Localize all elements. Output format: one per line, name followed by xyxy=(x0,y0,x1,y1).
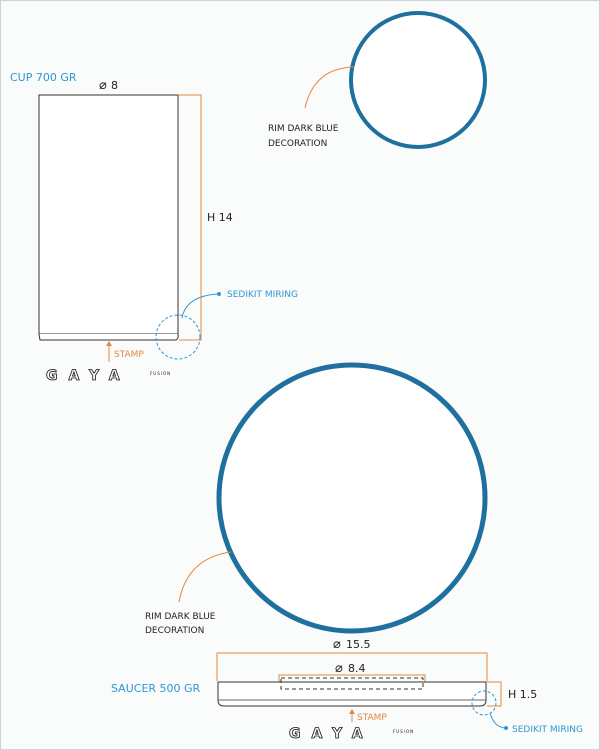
cup-rim-note-line2: DECORATION xyxy=(268,139,327,149)
saucer-inner-diameter-symbol: ⌀ xyxy=(335,661,343,676)
cup-title: CUP 700 GR xyxy=(10,71,77,84)
saucer-logo-text: GAYA xyxy=(289,726,374,742)
cup-diameter-label: 8 xyxy=(111,79,118,92)
cup-edge-leader-dot xyxy=(217,292,221,296)
saucer-inner-diameter-label: 8.4 xyxy=(348,662,366,675)
cup-top-view xyxy=(349,11,487,149)
saucer-stamp-arrow-head xyxy=(349,709,355,714)
cup-front-view xyxy=(38,94,179,335)
saucer-edge-leader xyxy=(489,712,506,729)
saucer-side-view-group: ⌀ 15.5 ⌀ 8.4 SAUCER 500 GR H 1.5 SEDIKIT… xyxy=(111,637,583,742)
saucer-logo-sub: FUSION xyxy=(393,729,414,734)
cup-edge-leader xyxy=(181,293,219,319)
cup-edge-detail-circle xyxy=(155,314,201,360)
cup-height-label: H 14 xyxy=(207,211,233,224)
cup-group: CUP 700 GR ⌀ 8 H 14 SEDIKIT MIRING STAMP… xyxy=(10,71,298,384)
saucer-height-label: H 1.5 xyxy=(508,688,537,701)
saucer-edge-detail-circle xyxy=(471,690,497,716)
saucer-outer-diameter-label: 15.5 xyxy=(346,638,371,651)
saucer-outer-diameter-dimension xyxy=(216,652,488,681)
cup-top-view-group: RIM DARK BLUE DECORATION xyxy=(268,11,487,149)
saucer-top-view-group: RIM DARK BLUE DECORATION xyxy=(145,362,488,636)
saucer-brand-logo: GAYA FUSION xyxy=(289,726,414,743)
saucer-side-view xyxy=(217,681,487,707)
cup-edge-note: SEDIKIT MIRING xyxy=(227,290,298,300)
cup-logo-sub: FUSION xyxy=(150,371,171,376)
cup-logo-text: GAYA xyxy=(46,368,131,384)
saucer-rim-note-line2: DECORATION xyxy=(145,626,204,636)
saucer-outer-diameter-symbol: ⌀ xyxy=(333,637,341,652)
saucer-rim-leader xyxy=(178,551,232,603)
cup-stamp-arrow-head xyxy=(106,341,112,346)
cup-foot xyxy=(38,333,179,341)
saucer-height-dimension xyxy=(487,681,502,707)
saucer-edge-leader-dot xyxy=(504,726,508,730)
cup-height-dimension xyxy=(178,94,202,341)
saucer-stamp-label: STAMP xyxy=(357,713,387,723)
saucer-rim-note-line1: RIM DARK BLUE xyxy=(145,612,216,622)
saucer-title: SAUCER 500 GR xyxy=(111,682,201,695)
saucer-top-view xyxy=(216,362,488,634)
saucer-edge-note: SEDIKIT MIRING xyxy=(512,725,583,735)
cup-brand-logo: GAYA FUSION xyxy=(46,368,171,385)
cup-rim-leader xyxy=(304,66,355,109)
cup-diameter-symbol: ⌀ xyxy=(99,78,107,93)
cup-rim-note-line1: RIM DARK BLUE xyxy=(268,124,339,134)
cup-stamp-label: STAMP xyxy=(114,350,144,360)
saucer-well xyxy=(280,677,424,690)
